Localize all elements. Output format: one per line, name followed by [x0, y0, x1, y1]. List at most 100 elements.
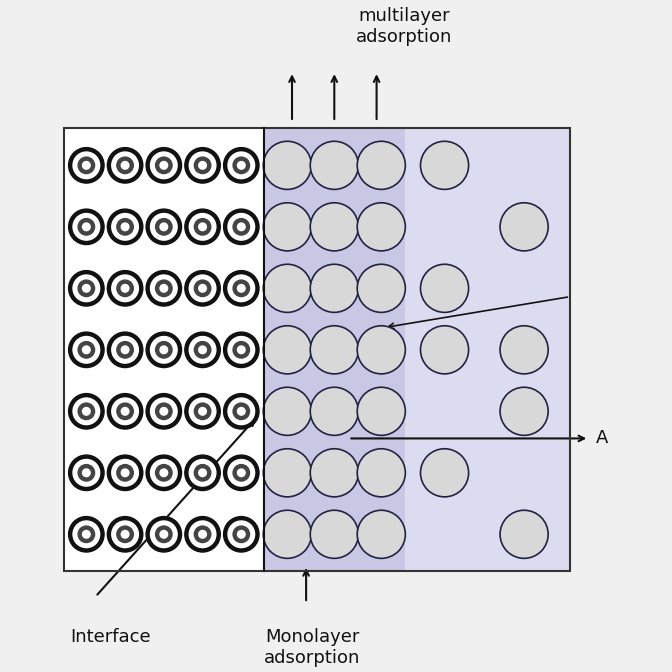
Circle shape — [83, 469, 90, 476]
Circle shape — [78, 157, 95, 173]
Circle shape — [185, 517, 220, 552]
Bar — [264, 128, 405, 571]
Circle shape — [83, 161, 90, 169]
Circle shape — [228, 460, 255, 486]
Circle shape — [358, 449, 405, 497]
Circle shape — [156, 280, 172, 296]
Circle shape — [83, 346, 90, 353]
Circle shape — [421, 326, 468, 374]
Circle shape — [112, 398, 138, 425]
Circle shape — [310, 449, 358, 497]
Circle shape — [185, 148, 220, 183]
Bar — [264, 128, 571, 571]
Circle shape — [194, 464, 211, 481]
Circle shape — [121, 469, 129, 476]
Circle shape — [224, 148, 259, 183]
Circle shape — [83, 407, 90, 415]
Circle shape — [233, 341, 249, 358]
Circle shape — [117, 157, 133, 173]
Circle shape — [121, 530, 129, 538]
Circle shape — [151, 152, 177, 179]
Bar — [64, 128, 264, 571]
Circle shape — [108, 517, 143, 552]
Circle shape — [263, 326, 311, 374]
Circle shape — [358, 264, 405, 312]
Circle shape — [199, 469, 206, 476]
Circle shape — [117, 464, 133, 481]
Circle shape — [421, 449, 468, 497]
Circle shape — [190, 275, 216, 302]
Circle shape — [224, 209, 259, 245]
Circle shape — [421, 141, 468, 190]
Circle shape — [500, 203, 548, 251]
Circle shape — [237, 469, 245, 476]
Circle shape — [199, 530, 206, 538]
Circle shape — [190, 214, 216, 240]
Circle shape — [358, 141, 405, 190]
Circle shape — [263, 387, 311, 435]
Circle shape — [73, 337, 99, 363]
Circle shape — [112, 460, 138, 486]
Circle shape — [156, 403, 172, 419]
Circle shape — [112, 521, 138, 548]
Circle shape — [112, 275, 138, 302]
Circle shape — [263, 449, 311, 497]
Circle shape — [237, 284, 245, 292]
Circle shape — [190, 152, 216, 179]
Circle shape — [199, 284, 206, 292]
Circle shape — [83, 284, 90, 292]
Circle shape — [233, 280, 249, 296]
Circle shape — [69, 209, 104, 245]
Bar — [64, 128, 571, 571]
Circle shape — [194, 526, 211, 542]
Circle shape — [151, 460, 177, 486]
Circle shape — [358, 326, 405, 374]
Circle shape — [151, 214, 177, 240]
Text: A: A — [595, 429, 608, 448]
Circle shape — [263, 264, 311, 312]
Circle shape — [310, 326, 358, 374]
Circle shape — [194, 157, 211, 173]
Circle shape — [156, 526, 172, 542]
Circle shape — [69, 332, 104, 368]
Circle shape — [194, 218, 211, 235]
Circle shape — [151, 521, 177, 548]
Circle shape — [233, 157, 249, 173]
Circle shape — [69, 517, 104, 552]
Circle shape — [156, 218, 172, 235]
Circle shape — [69, 148, 104, 183]
Circle shape — [112, 152, 138, 179]
Circle shape — [228, 521, 255, 548]
Circle shape — [151, 275, 177, 302]
Circle shape — [421, 264, 468, 312]
Circle shape — [228, 275, 255, 302]
Circle shape — [83, 530, 90, 538]
Circle shape — [121, 223, 129, 230]
Circle shape — [108, 148, 143, 183]
Circle shape — [185, 332, 220, 368]
Circle shape — [78, 403, 95, 419]
Circle shape — [73, 214, 99, 240]
Circle shape — [146, 455, 181, 491]
Circle shape — [224, 455, 259, 491]
Circle shape — [69, 271, 104, 306]
Circle shape — [500, 387, 548, 435]
Circle shape — [146, 271, 181, 306]
Circle shape — [73, 460, 99, 486]
Circle shape — [117, 218, 133, 235]
Circle shape — [500, 510, 548, 558]
Circle shape — [73, 521, 99, 548]
Circle shape — [156, 464, 172, 481]
Circle shape — [310, 387, 358, 435]
Circle shape — [224, 517, 259, 552]
Circle shape — [160, 407, 167, 415]
Circle shape — [228, 398, 255, 425]
Circle shape — [160, 530, 167, 538]
Circle shape — [121, 284, 129, 292]
Circle shape — [73, 152, 99, 179]
Circle shape — [78, 526, 95, 542]
Circle shape — [151, 398, 177, 425]
Circle shape — [146, 394, 181, 429]
Circle shape — [233, 464, 249, 481]
Circle shape — [69, 455, 104, 491]
